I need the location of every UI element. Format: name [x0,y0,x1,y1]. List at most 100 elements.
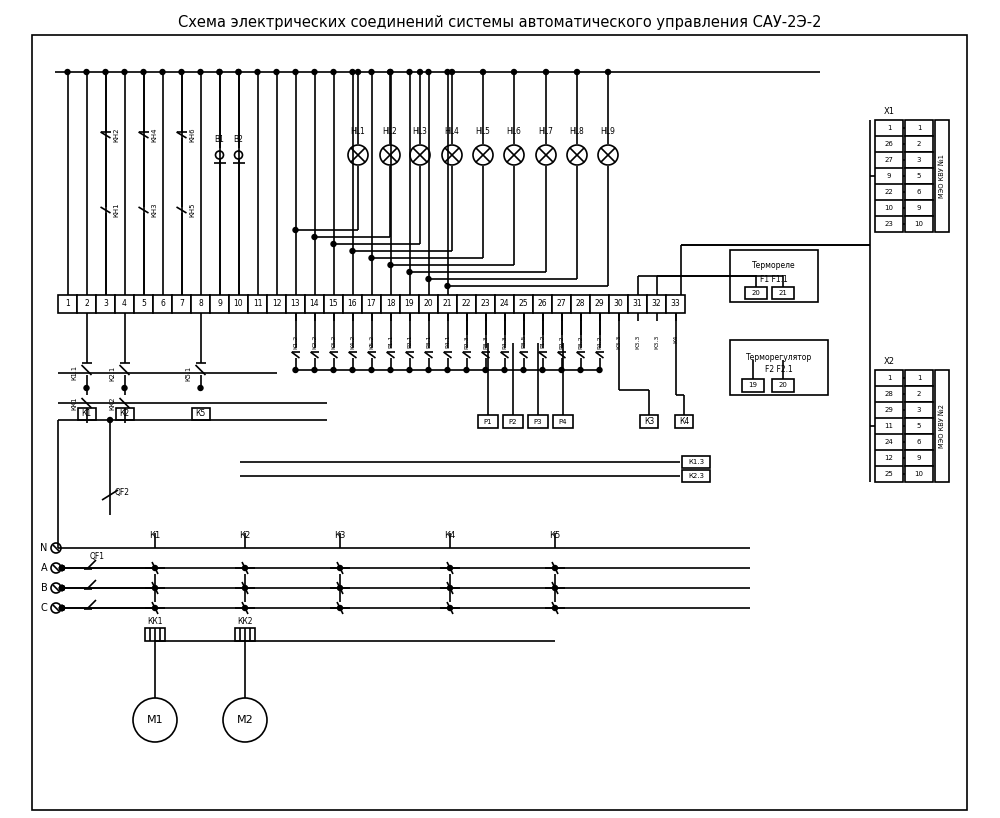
Circle shape [60,565,64,570]
Circle shape [51,583,61,593]
Text: 26: 26 [538,299,547,308]
Circle shape [179,70,184,74]
Circle shape [445,284,450,289]
Text: 21: 21 [443,299,452,308]
Text: КК1: КК1 [147,618,163,627]
Text: 17: 17 [367,299,376,308]
Text: 16: 16 [348,299,357,308]
Text: 10: 10 [234,299,243,308]
Circle shape [338,565,342,570]
Bar [628,295,647,313]
Bar [514,295,533,313]
Text: B: B [41,583,47,593]
Bar [478,415,498,428]
Text: КН2: КН2 [114,128,120,142]
Circle shape [122,70,127,74]
Text: 14: 14 [310,299,319,308]
Circle shape [216,151,224,159]
Text: К5: К5 [195,410,206,419]
Bar [419,295,438,313]
Bar [905,152,933,168]
Circle shape [418,70,422,74]
Text: К2: К2 [239,532,251,541]
Text: МЭО КВУ №2: МЭО КВУ №2 [939,404,945,448]
Text: 19: 19 [405,299,414,308]
Bar [235,628,255,641]
Text: К3: К3 [644,417,654,426]
Circle shape [338,586,342,591]
Text: КК2: КК2 [110,396,116,410]
Circle shape [388,70,393,74]
Circle shape [293,227,298,232]
Bar [362,295,381,313]
Bar [905,370,933,386]
Text: 32: 32 [652,299,661,308]
Text: КН4: КН4 [152,128,158,142]
Text: 2: 2 [84,299,89,308]
Bar [116,408,134,420]
Circle shape [60,565,64,570]
Text: 19: 19 [748,382,758,388]
Bar [647,295,666,313]
Text: 29: 29 [885,407,893,413]
Circle shape [60,605,64,610]
Bar [438,295,457,313]
Circle shape [60,605,64,610]
Text: К3.3: К3.3 [635,335,640,349]
Circle shape [350,249,355,254]
Text: КН6: КН6 [190,128,196,142]
Circle shape [552,565,558,570]
Circle shape [502,367,507,372]
Circle shape [312,70,317,74]
Bar [875,120,903,232]
Circle shape [293,367,298,372]
Text: 2: 2 [917,391,921,397]
Text: 5: 5 [917,423,921,429]
Text: 15: 15 [329,299,338,308]
Circle shape [426,367,431,372]
Text: 31: 31 [633,299,642,308]
Circle shape [540,367,545,372]
Circle shape [331,367,336,372]
Circle shape [578,367,583,372]
Text: X1: X1 [884,107,895,116]
Text: 3: 3 [103,299,108,308]
Bar [145,628,165,641]
Circle shape [536,145,556,165]
Text: К4.2: К4.2 [350,335,355,349]
Text: 11: 11 [885,423,894,429]
Text: М2: М2 [237,715,253,725]
Bar [400,295,419,313]
Bar [192,408,210,420]
Text: 23: 23 [481,299,490,308]
Text: 27: 27 [885,157,893,163]
Bar [772,379,794,392]
Bar [905,200,933,216]
Text: B2: B2 [234,136,243,145]
Bar [905,216,933,232]
Text: A: A [41,563,47,573]
Circle shape [350,367,355,372]
Circle shape [410,145,430,165]
Text: QF2: QF2 [115,488,130,497]
Text: HL9: HL9 [601,128,615,137]
Circle shape [236,70,241,74]
Circle shape [223,698,267,742]
Text: F2 F2.1: F2 F2.1 [765,366,793,375]
Bar [905,168,933,184]
Text: Р2.1: Р2.1 [407,335,412,348]
Text: Р3.3: Р3.3 [483,335,488,348]
Text: 1: 1 [887,375,891,381]
Circle shape [84,385,89,390]
Text: 6: 6 [917,189,921,195]
Text: К4: К4 [444,532,456,541]
Text: 28: 28 [576,299,585,308]
Circle shape [242,586,248,591]
Text: HL7: HL7 [539,128,553,137]
Bar [381,295,400,313]
Circle shape [60,586,64,591]
Bar [905,402,933,418]
Bar [905,120,933,136]
Text: 6: 6 [917,439,921,445]
Bar [745,287,767,299]
